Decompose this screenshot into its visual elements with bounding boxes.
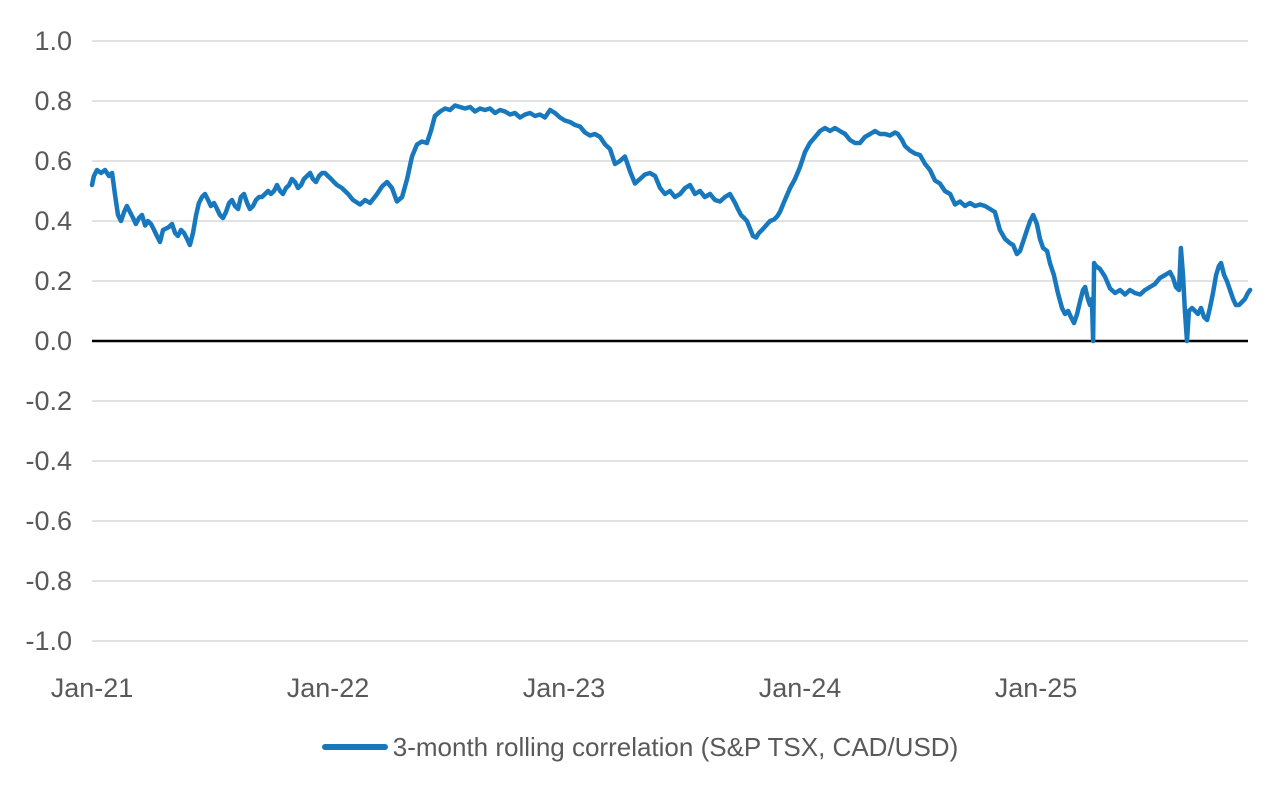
x-tick-label: Jan-24	[759, 673, 842, 703]
x-tick-label: Jan-23	[523, 673, 606, 703]
y-tick-label: 0.8	[34, 86, 72, 116]
x-tick-label: Jan-25	[995, 673, 1078, 703]
legend: 3-month rolling correlation (S&P TSX, CA…	[0, 731, 1280, 763]
h-gridlines	[92, 40, 1248, 642]
series-line	[89, 103, 1253, 344]
x-tick-label: Jan-22	[287, 673, 370, 703]
legend-label: 3-month rolling correlation (S&P TSX, CA…	[392, 732, 959, 762]
y-tick-label: 0.0	[34, 326, 72, 356]
x-tick-labels: Jan-21 Jan-22 Jan-23 Jan-24 Jan-25	[51, 673, 1078, 703]
y-tick-label: -1.0	[25, 626, 72, 656]
y-tick-labels: 1.0 0.8 0.6 0.4 0.2 0.0 -0.2 -0.4 -0.6 -0.8 -1.0	[25, 26, 72, 656]
legend-line-swatch	[321, 744, 388, 750]
y-tick-label: -0.6	[25, 506, 72, 536]
y-tick-label: 0.2	[34, 266, 72, 296]
y-tick-label: 1.0	[34, 26, 72, 56]
y-tick-label: 0.4	[34, 206, 72, 236]
y-tick-label: -0.2	[25, 386, 72, 416]
y-tick-label: -0.8	[25, 566, 72, 596]
series-line-group	[89, 103, 1253, 344]
x-tick-label: Jan-21	[51, 673, 134, 703]
y-tick-label: -0.4	[25, 446, 72, 476]
y-tick-label: 0.6	[34, 146, 72, 176]
